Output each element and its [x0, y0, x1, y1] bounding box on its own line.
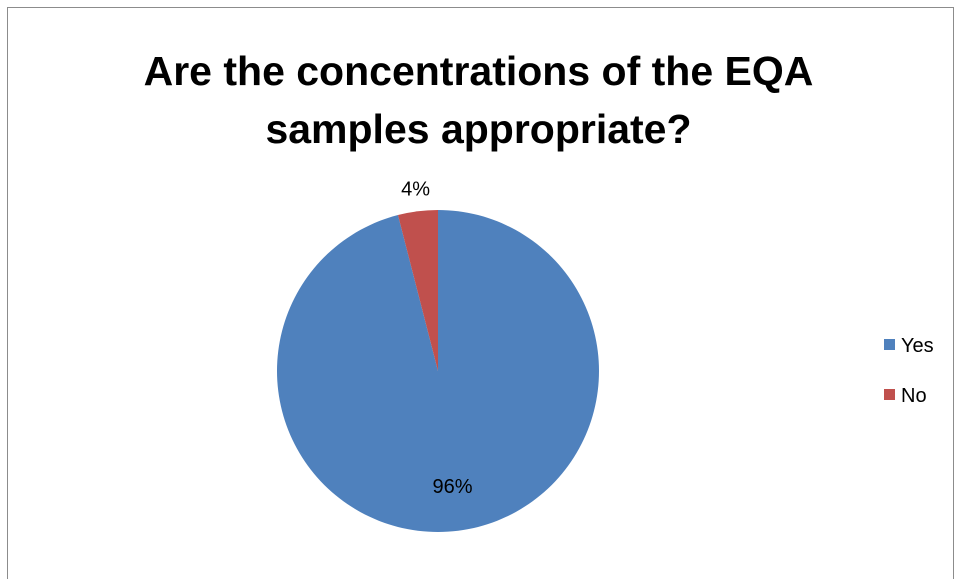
chart-title-line-2: samples appropriate? [265, 106, 692, 152]
legend: Yes No [884, 335, 934, 407]
legend-label-yes: Yes [901, 335, 934, 357]
pie-slice-yes [276, 210, 599, 532]
chart-title: Are the concentrations of the EQA sample… [0, 42, 957, 158]
legend-label-no: No [901, 385, 927, 407]
legend-swatch-no [884, 389, 895, 400]
data-label-no: 4% [401, 178, 430, 200]
data-label-yes: 96% [433, 476, 473, 498]
pie-slice-no [397, 210, 438, 371]
chart-title-line-1: Are the concentrations of the EQA [143, 48, 814, 94]
legend-swatch-yes [884, 339, 895, 350]
pie-slices [276, 210, 599, 532]
